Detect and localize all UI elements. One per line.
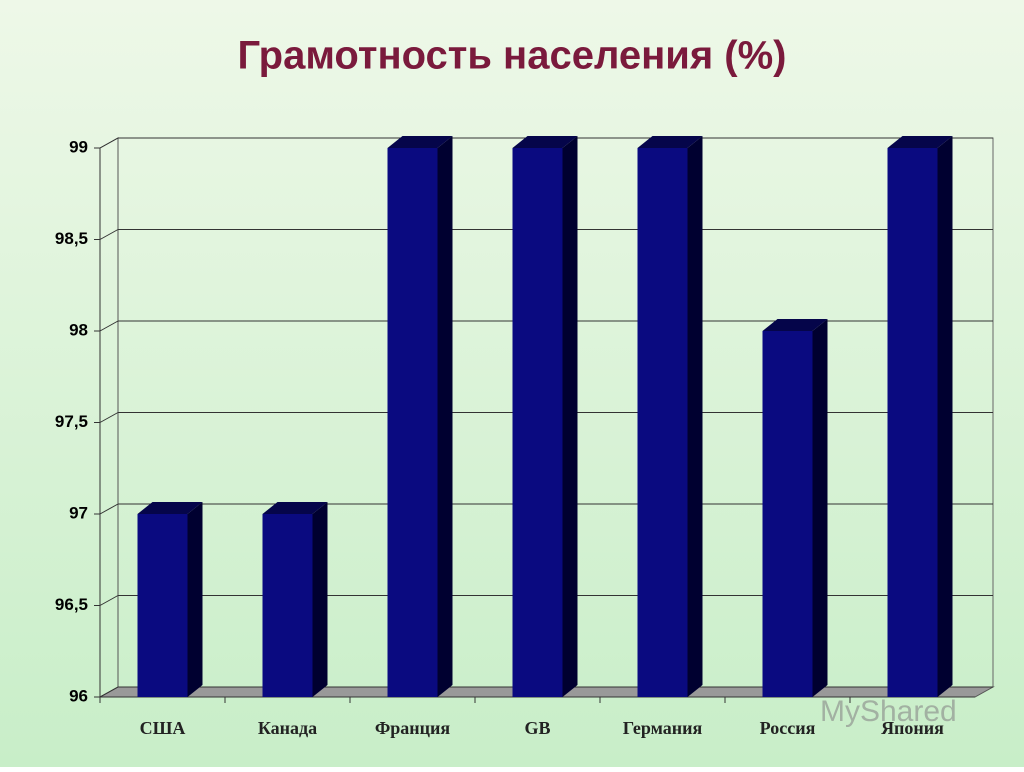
grid-line: [99, 595, 119, 606]
grid-line: [99, 320, 119, 332]
bar-side: [437, 136, 453, 697]
bar: [637, 148, 688, 697]
bar-side: [562, 136, 578, 697]
y-tick-label: 96,5: [55, 595, 88, 614]
x-tick-label: Канада: [258, 718, 317, 738]
bar-top: [137, 502, 203, 514]
bar-side: [687, 136, 703, 697]
bar-side: [812, 319, 828, 697]
x-tick-label: США: [140, 718, 186, 738]
grid-line: [99, 137, 119, 149]
watermark: MyShared: [820, 695, 957, 728]
bar-top: [387, 136, 453, 148]
bar-side: [187, 502, 203, 697]
chart-title: Грамотность населения (%): [238, 34, 787, 78]
y-tick-label: 96: [69, 686, 88, 705]
bar-top: [887, 136, 953, 148]
x-tick-label: Германия: [623, 718, 703, 738]
x-tick-label: GB: [524, 718, 550, 738]
bar-side: [937, 136, 953, 697]
grid-line: [99, 412, 119, 423]
y-tick-label: 99: [69, 137, 88, 156]
y-tick-label: 98,5: [55, 229, 88, 248]
grid-line: [99, 229, 119, 240]
bar: [262, 514, 313, 697]
bar-top: [262, 502, 328, 514]
bar: [762, 331, 813, 697]
grid-line: [99, 686, 119, 698]
y-tick-label: 97: [69, 503, 88, 522]
bar-top: [512, 136, 578, 148]
grid-line: [99, 503, 119, 515]
x-tick-label: Япония: [881, 718, 944, 738]
bar-top: [762, 319, 828, 331]
plot-area: 96 96,5 97 97,5 98 98,5 99 США Канада Франция GB Ге…: [55, 136, 995, 738]
bar: [512, 148, 563, 697]
bar: [887, 148, 938, 697]
x-tick-label: Россия: [760, 718, 816, 738]
y-tick-label: 97,5: [55, 412, 88, 431]
y-tick-label: 98: [69, 320, 88, 339]
bar: [137, 514, 188, 697]
bar-side: [312, 502, 328, 697]
bar-top: [637, 136, 703, 148]
x-tick-label: Франция: [375, 718, 451, 738]
bar: [387, 148, 438, 697]
